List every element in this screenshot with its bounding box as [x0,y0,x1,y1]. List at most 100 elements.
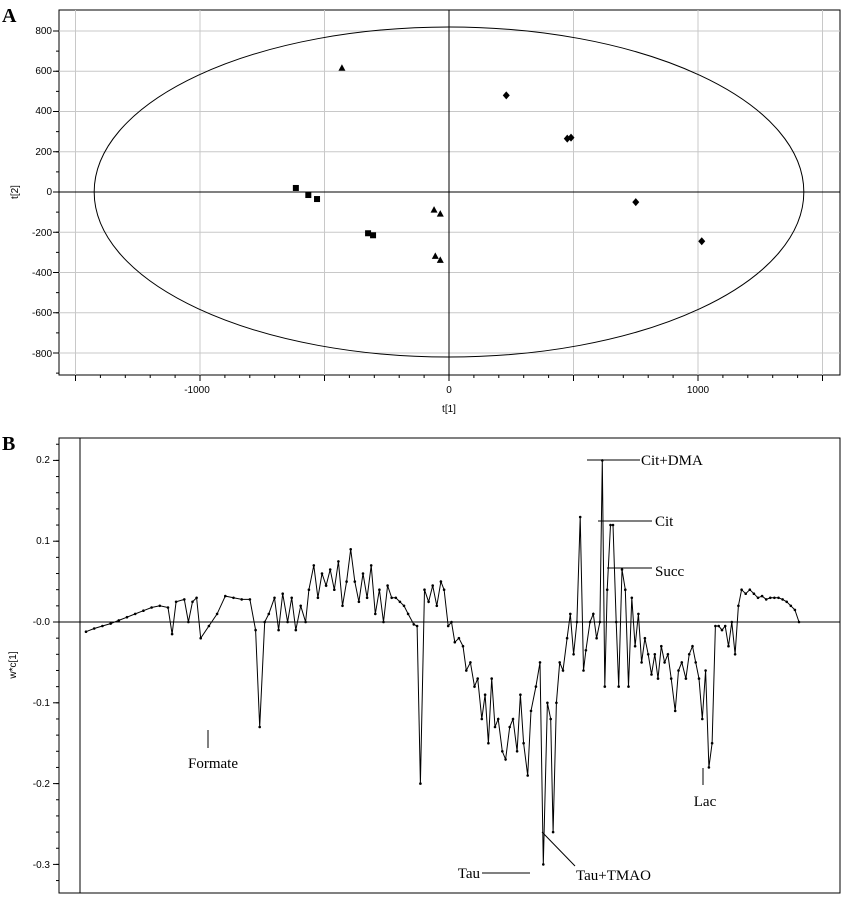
loading-marker [258,725,262,729]
loading-marker [617,685,620,688]
loading-marker [294,628,298,632]
loading-marker [673,709,677,713]
loading-marker [142,609,145,612]
loading-marker [215,612,219,616]
loading-marker [561,669,565,672]
loading-marker [620,568,624,571]
loading-marker [595,636,598,640]
loading-marker [669,677,673,680]
loading-marker [769,596,772,600]
loading-marker [572,653,575,656]
loading-marker [183,598,186,601]
diamond-point [502,91,510,100]
loading-marker [487,741,490,745]
loading-marker [337,560,340,563]
y-tick-label: -200 [32,228,52,239]
diamond-point [632,198,640,207]
loading-marker [717,624,720,628]
loading-marker [419,782,422,785]
loading-marker [677,669,680,672]
loading-marker [633,644,637,648]
loading-marker [529,709,533,713]
loading-marker [423,588,426,591]
loading-marker [723,624,727,628]
x-axis-label: t[1] [442,404,456,415]
loading-marker [793,608,797,612]
loading-marker [684,677,688,680]
loading-plot-frame [58,437,841,894]
loading-marker [637,612,640,616]
loading-marker [316,596,320,600]
loading-marker [575,620,579,624]
x-tick-label: 1000 [687,385,710,396]
loading-marker [653,653,657,656]
loading-marker [191,600,194,604]
loading-marker [785,600,788,604]
loading-marker [435,604,439,608]
y-tick-label: -0.3 [33,860,51,871]
loading-marker [605,588,609,591]
loading-marker [353,580,357,583]
loading-line [85,460,800,865]
loading-marker [341,604,344,608]
loading-marker [382,620,385,624]
loading-marker [578,515,582,519]
panel-a-label: A [2,5,17,27]
loading-marker [546,701,549,705]
y-tick-label: -0.2 [33,779,51,790]
loading-marker [663,661,666,664]
loading-marker [752,592,756,595]
y-tick-label: -600 [32,308,52,319]
loading-marker [224,594,227,598]
loading-marker [714,624,717,628]
loading-marker [603,685,607,688]
loading-marker [627,685,630,688]
loading-marker [565,636,569,640]
loading-marker [720,628,724,632]
loading-marker [92,627,96,630]
loading-marker [427,600,430,604]
triangle-point [338,64,346,71]
annotation-tau: Tau [458,866,481,882]
loading-marker [349,548,353,551]
loading-marker [569,612,572,616]
loading-marker [773,596,776,600]
loading-marker [737,604,740,608]
loading-marker [650,673,653,676]
loading-marker [710,741,714,745]
loading-marker [691,644,694,648]
loading-marker [267,612,271,616]
y-tick-label: 400 [35,106,52,117]
score-plot: 800 600 400 200 0 -200 -400 -600 -800 -1… [10,9,841,415]
loading-marker [170,632,174,636]
loading-marker [511,717,515,721]
loading-marker [232,596,235,600]
loading-marker [508,725,512,729]
loading-marker [656,677,660,680]
loading-marker [273,596,276,600]
y-tick-label: 0.1 [36,536,50,547]
loading-marker [744,592,747,595]
loading-marker [611,523,615,527]
loading-marker [312,564,316,567]
loading-marker [740,588,743,591]
annotation-formate: Formate [188,756,238,772]
loading-marker [756,596,760,600]
loading-marker [646,653,650,656]
loading-marker [195,596,198,600]
loading-marker [328,568,332,571]
loading-plot-ticks [53,443,59,882]
loading-marker [453,640,457,644]
loading-marker [760,594,764,598]
loading-marker [299,604,303,608]
loading-marker [345,580,348,583]
loading-marker [240,598,243,601]
loading-marker [158,604,162,608]
loading-marker [733,653,737,656]
loading-marker [694,661,697,664]
annotation-lac: Lac [694,794,717,810]
square-point [365,230,372,237]
loading-marker [660,644,663,648]
loading-marker [777,596,780,600]
loading-marker [390,596,394,600]
